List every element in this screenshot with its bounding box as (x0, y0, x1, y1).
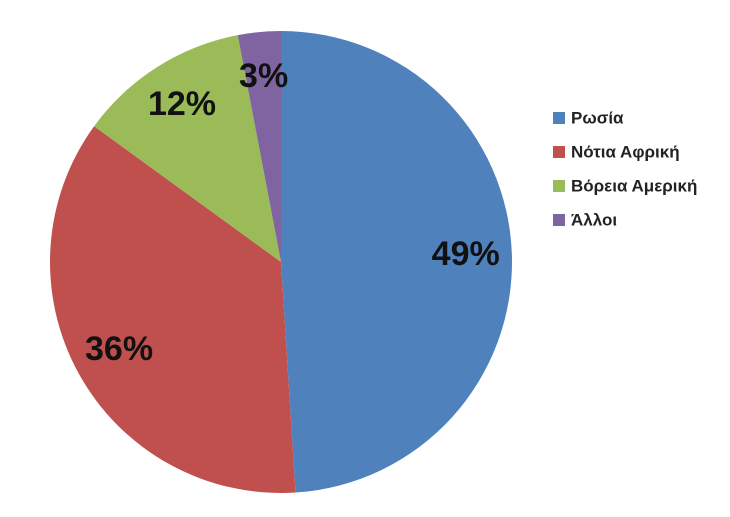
legend-label: Νότια Αφρική (571, 142, 680, 161)
data-label: 49% (432, 235, 500, 273)
legend-swatch (553, 180, 565, 192)
legend-swatch (553, 214, 565, 226)
legend-label: Βόρεια Αμερική (571, 176, 697, 195)
pie-slice (281, 31, 513, 493)
data-label: 12% (148, 85, 216, 123)
pie-slice (237, 31, 281, 262)
legend-label: Άλλοι (571, 210, 617, 229)
data-label: 3% (239, 57, 288, 95)
legend-swatch (553, 112, 565, 124)
legend-label: Ρωσία (571, 108, 624, 127)
legend-swatch (553, 146, 565, 158)
pie-slice (49, 126, 296, 493)
pie-slice (94, 35, 282, 262)
data-label: 36% (85, 330, 153, 368)
